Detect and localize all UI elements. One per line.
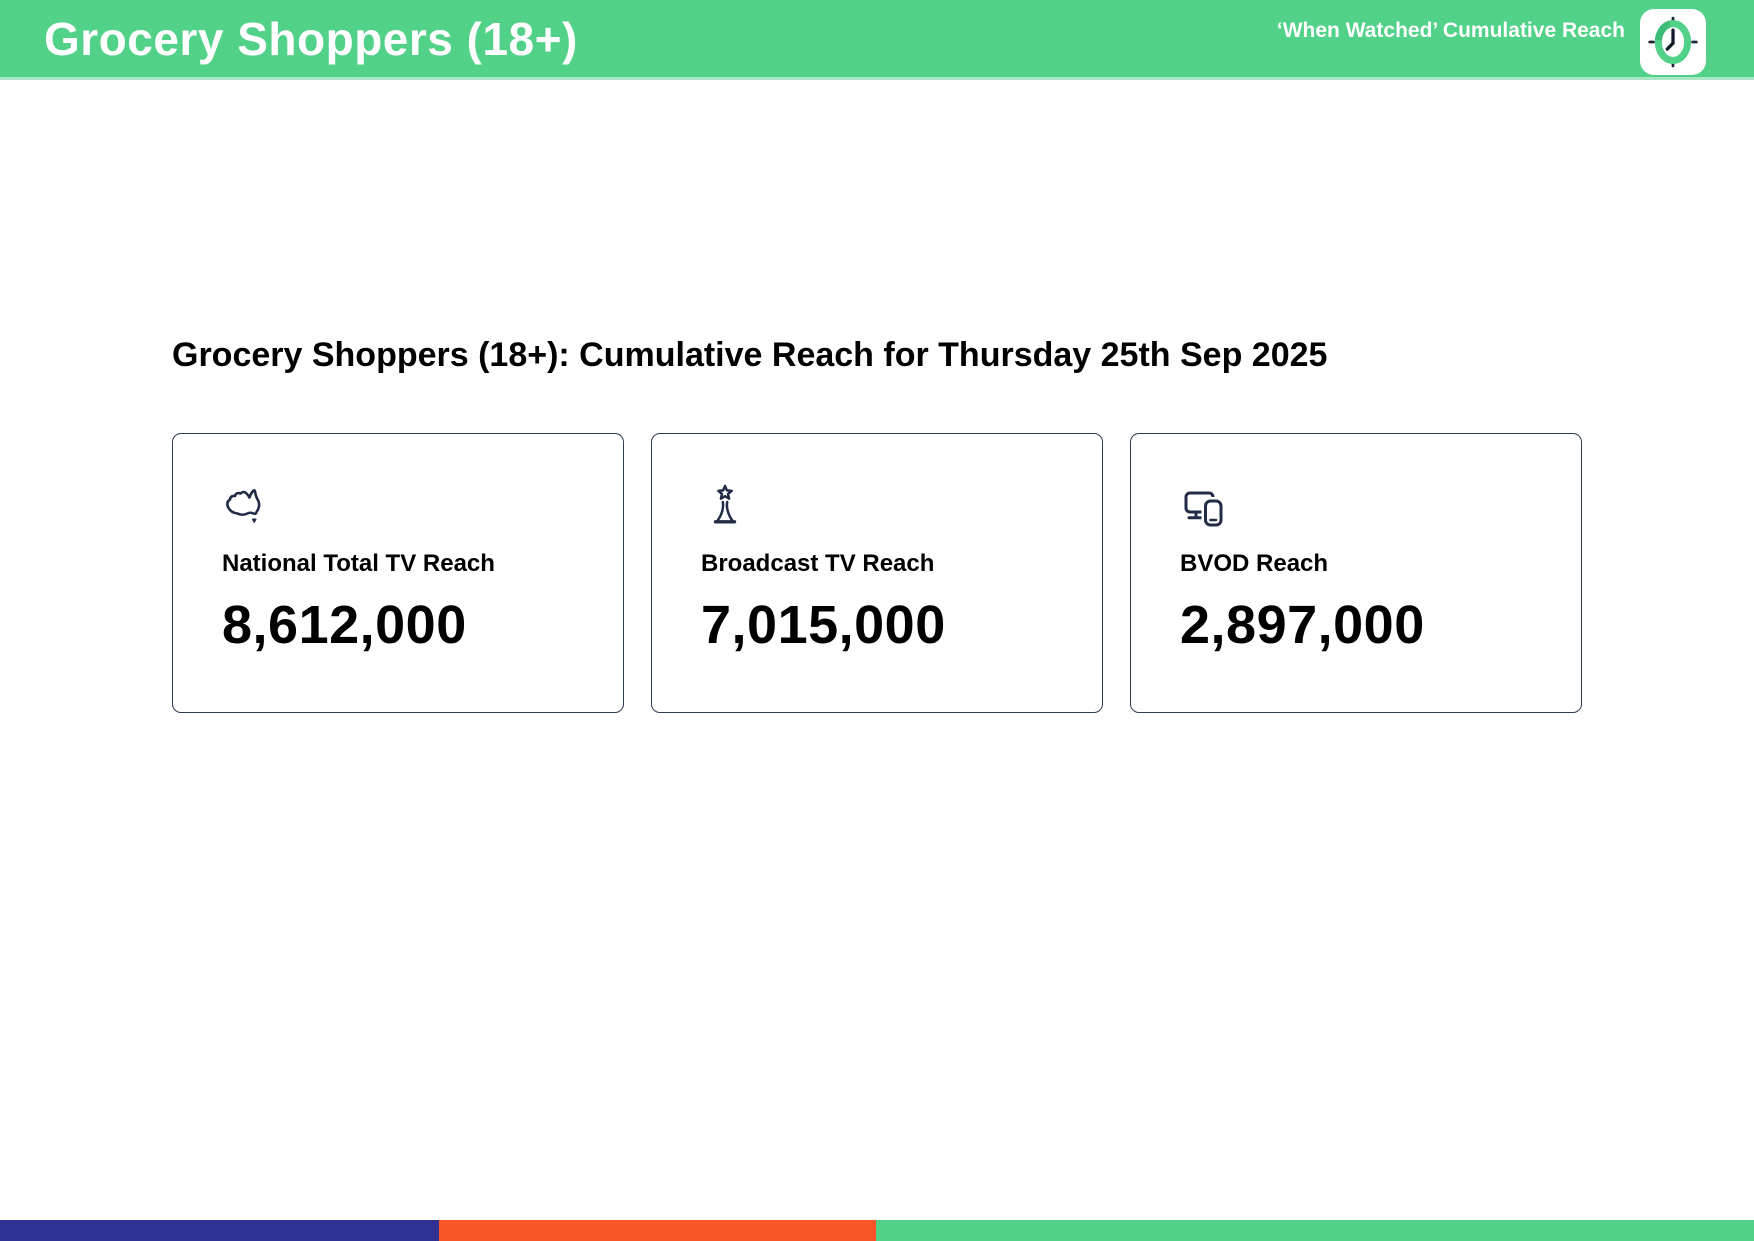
clock-logo-box	[1640, 9, 1706, 75]
kpi-card-label: National Total TV Reach	[222, 550, 495, 577]
header-subtitle: ‘When Watched’ Cumulative Reach	[1276, 19, 1625, 42]
app-header: Grocery Shoppers (18+) ‘When Watched’ Cu…	[0, 0, 1754, 80]
page-title: Grocery Shoppers (18+): Cumulative Reach…	[172, 336, 1328, 374]
kpi-card-value: 8,612,000	[222, 595, 467, 655]
kpi-card-label: Broadcast TV Reach	[701, 550, 935, 577]
kpi-card-value: 2,897,000	[1180, 595, 1425, 655]
tv-and-mobile-devices-icon	[1180, 482, 1551, 530]
broadcast-tower-icon	[701, 482, 1072, 530]
footer-stripe	[0, 1220, 1754, 1241]
stripe-segment-green	[876, 1220, 1754, 1241]
kpi-cards: National Total TV Reach 8,612,000 Broadc…	[172, 433, 1582, 713]
kpi-card-label: BVOD Reach	[1180, 550, 1329, 577]
australia-map-icon	[222, 482, 593, 530]
clock-icon	[1648, 16, 1698, 68]
kpi-card-value: 7,015,000	[701, 595, 946, 655]
stripe-segment-blue	[0, 1220, 439, 1241]
stripe-segment-orange	[439, 1220, 876, 1241]
kpi-card-bvod-reach: BVOD Reach 2,897,000	[1130, 433, 1582, 713]
kpi-card-broadcast-tv-reach: Broadcast TV Reach 7,015,000	[651, 433, 1103, 713]
kpi-card-national-total-tv-reach: National Total TV Reach 8,612,000	[172, 433, 624, 713]
app-title: Grocery Shoppers (18+)	[44, 12, 578, 65]
